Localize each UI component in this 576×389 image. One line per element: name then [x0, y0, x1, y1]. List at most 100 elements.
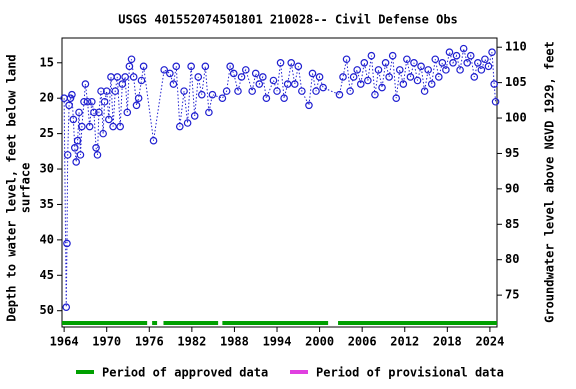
- legend-swatch: [76, 370, 94, 374]
- approved-period: [222, 321, 329, 325]
- data-point: [129, 73, 138, 81]
- data-point: [294, 62, 303, 71]
- data-point: [410, 58, 418, 67]
- data-point: [80, 97, 88, 106]
- y-tick-label: 25: [40, 126, 54, 140]
- data-point: [399, 80, 408, 88]
- data-point: [248, 87, 256, 95]
- data-point: [169, 80, 178, 88]
- y2-tick-label: 85: [505, 217, 519, 231]
- data-point: [100, 97, 109, 106]
- legend-label: Period of approved data: [102, 366, 268, 380]
- plot-frame: [61, 37, 498, 328]
- data-point: [125, 62, 134, 71]
- data-point: [97, 87, 105, 95]
- data-point: [349, 73, 358, 81]
- data-point: [62, 303, 71, 311]
- y-tick-label: 15: [40, 55, 54, 69]
- data-point: [463, 58, 471, 67]
- data-point: [139, 62, 148, 71]
- data-point: [319, 83, 327, 92]
- data-point: [488, 48, 496, 56]
- data-point: [241, 66, 250, 74]
- data-point: [218, 94, 227, 103]
- data-point: [435, 73, 443, 81]
- data-point: [237, 73, 246, 81]
- data-point: [134, 94, 143, 103]
- data-point: [312, 87, 320, 95]
- data-point: [187, 62, 195, 71]
- data-point: [395, 66, 404, 74]
- y-axis-label: surface: [19, 163, 33, 214]
- y2-tick-label: 105: [505, 75, 527, 89]
- y-tick-label: 35: [40, 197, 54, 211]
- x-tick-label: 1970: [92, 335, 121, 349]
- data-point: [456, 66, 464, 74]
- data-point: [283, 80, 292, 88]
- data-point: [339, 73, 347, 81]
- data-point: [356, 80, 365, 88]
- data-point: [205, 108, 213, 117]
- data-point: [166, 69, 174, 78]
- data-point: [194, 73, 203, 81]
- data-point: [66, 94, 75, 103]
- x-tick-label: 2018: [433, 335, 462, 349]
- y-tick-label: 45: [40, 268, 54, 282]
- data-point: [315, 73, 324, 81]
- approved-period: [338, 321, 497, 325]
- data-point: [449, 58, 457, 67]
- x-tick-label: 1982: [177, 335, 206, 349]
- data-point: [75, 108, 83, 117]
- legend-label: Period of provisional data: [316, 366, 504, 380]
- data-point: [287, 58, 296, 67]
- data-point: [273, 87, 281, 95]
- data-point: [73, 136, 82, 145]
- series-line: [63, 48, 497, 308]
- data-point: [424, 66, 432, 74]
- data-point: [251, 69, 260, 78]
- y2-tick-label: 80: [505, 252, 519, 266]
- y2-tick-label: 75: [505, 288, 519, 302]
- data-point: [121, 73, 129, 81]
- y2-tick-label: 95: [505, 146, 519, 160]
- data-point: [481, 55, 489, 64]
- data-point: [276, 58, 285, 67]
- data-point: [490, 80, 498, 88]
- data-point: [70, 143, 79, 152]
- data-point: [69, 115, 78, 124]
- y-tick-label: 50: [40, 303, 54, 317]
- data-point: [269, 76, 278, 85]
- data-point: [83, 97, 92, 106]
- data-point: [474, 58, 482, 67]
- x-tick-label: 1976: [135, 335, 164, 349]
- data-point: [466, 51, 475, 60]
- y2-tick-label: 90: [505, 181, 519, 195]
- y-tick-label: 30: [40, 162, 54, 176]
- data-point: [353, 66, 362, 74]
- legend-swatch: [290, 370, 308, 374]
- data-point: [364, 76, 372, 85]
- data-point: [208, 90, 217, 99]
- data-point: [123, 108, 132, 117]
- x-tick-label: 2024: [475, 335, 504, 349]
- data-point: [427, 80, 436, 88]
- data-point: [360, 58, 369, 67]
- data-point: [445, 48, 454, 56]
- data-point: [298, 87, 306, 95]
- data-point: [160, 66, 168, 74]
- data-point: [175, 122, 184, 131]
- data-point: [335, 90, 344, 99]
- data-point: [308, 69, 317, 78]
- data-point: [78, 122, 86, 131]
- data-point: [477, 66, 486, 74]
- x-tick-label: 1994: [263, 335, 292, 349]
- chart-title: USGS 401552074501801 210028-- Civil Defe…: [118, 13, 458, 27]
- data-point: [371, 90, 379, 99]
- data-point: [381, 58, 390, 67]
- data-point: [113, 73, 122, 81]
- data-point: [63, 239, 71, 248]
- data-point: [262, 94, 271, 103]
- data-point: [417, 62, 425, 71]
- data-point: [105, 115, 113, 124]
